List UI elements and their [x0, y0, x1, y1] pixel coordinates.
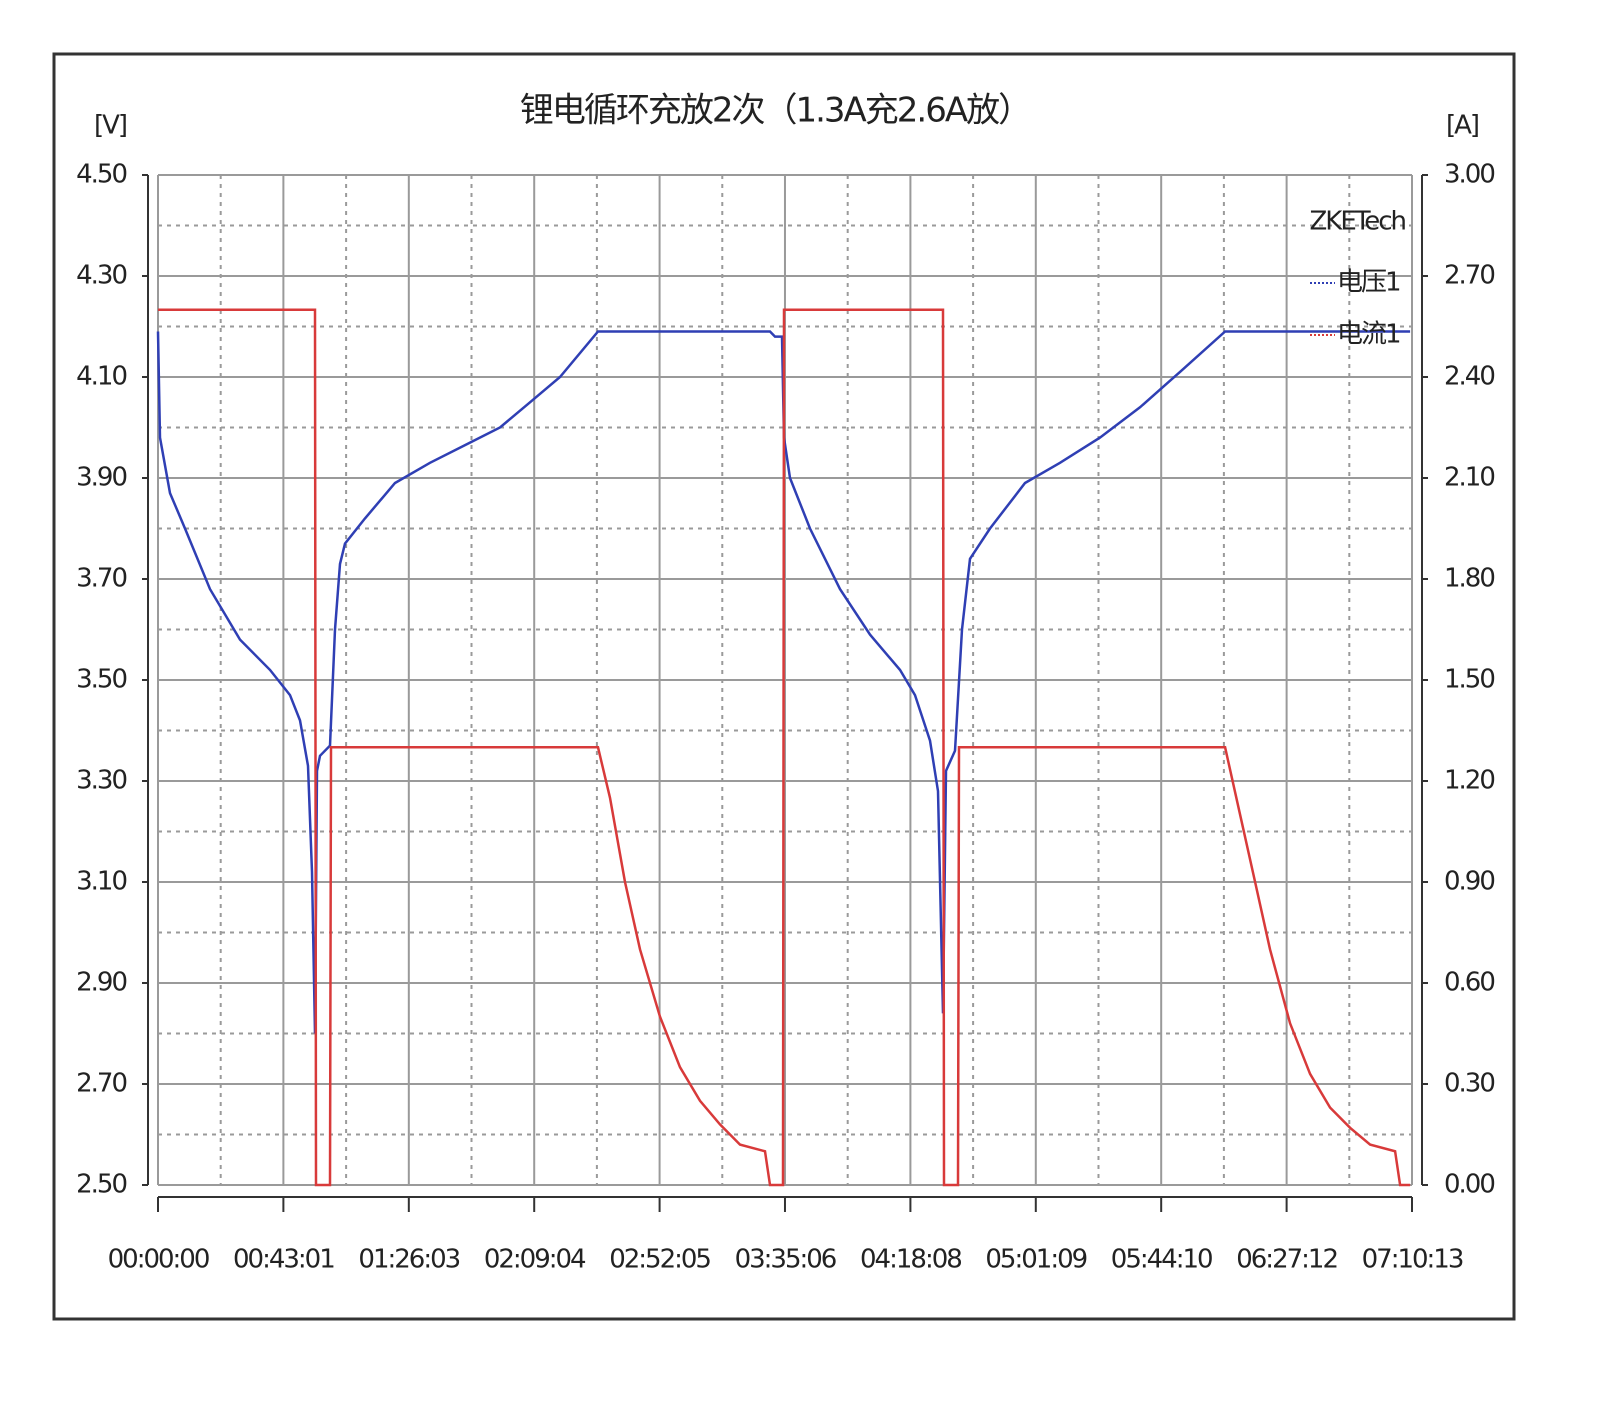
- y2-tick-label: 2.10: [1444, 463, 1494, 493]
- legend-label: 电压1: [1337, 268, 1400, 298]
- y-tick-label: 4.30: [76, 261, 126, 291]
- y2-tick-label: 2.70: [1444, 261, 1494, 291]
- y2-tick-label: 0.90: [1444, 867, 1494, 897]
- y2-axis-label: [A]: [1446, 111, 1478, 141]
- y2-tick-label: 1.50: [1444, 665, 1494, 695]
- x-tick-label: 06:27:12: [1236, 1245, 1337, 1275]
- y2-tick-label: 3.00: [1444, 160, 1494, 190]
- x-tick-label: 02:52:05: [609, 1245, 710, 1275]
- x-tick-label: 05:44:10: [1111, 1245, 1212, 1275]
- y-tick-label: 2.70: [76, 1069, 126, 1099]
- y2-tick-label: 2.40: [1444, 362, 1494, 392]
- y2-tick-label: 0.00: [1444, 1170, 1494, 1200]
- x-tick-label: 00:43:01: [233, 1245, 334, 1275]
- watermark: ZKETech: [1309, 207, 1405, 237]
- series-line: [158, 308, 1411, 1187]
- y-tick-label: 4.10: [76, 362, 126, 392]
- y-tick-label: 2.50: [76, 1170, 126, 1200]
- x-tick-label: 01:26:03: [358, 1245, 459, 1275]
- x-tick-label: 02:09:04: [484, 1245, 586, 1275]
- y-tick-label: 3.50: [76, 665, 126, 695]
- y-axis-label: [V]: [94, 111, 126, 141]
- series-line: [156, 330, 1411, 1034]
- x-tick-label: 03:35:06: [735, 1245, 836, 1275]
- x-tick-label: 05:01:09: [985, 1245, 1086, 1275]
- x-tick-label: 04:18:08: [860, 1245, 961, 1275]
- y2-tick-label: 1.80: [1444, 564, 1494, 594]
- y2-tick-label: 1.20: [1444, 766, 1494, 796]
- y-tick-label: 2.90: [76, 968, 126, 998]
- y-tick-label: 3.30: [76, 766, 126, 796]
- y2-tick-label: 0.30: [1444, 1069, 1494, 1099]
- legend-label: 电流1: [1337, 320, 1400, 350]
- x-tick-label: 07:10:13: [1362, 1245, 1463, 1275]
- y-tick-label: 4.50: [76, 160, 126, 190]
- chart-title: 锂电循环充放2次（1.3A充2.6A放）: [520, 91, 1030, 131]
- x-tick-label: 00:00:00: [108, 1245, 209, 1275]
- y-tick-label: 3.10: [76, 867, 126, 897]
- y2-tick-label: 0.60: [1444, 968, 1494, 998]
- y-tick-label: 3.70: [76, 564, 126, 594]
- y-tick-label: 3.90: [76, 463, 126, 493]
